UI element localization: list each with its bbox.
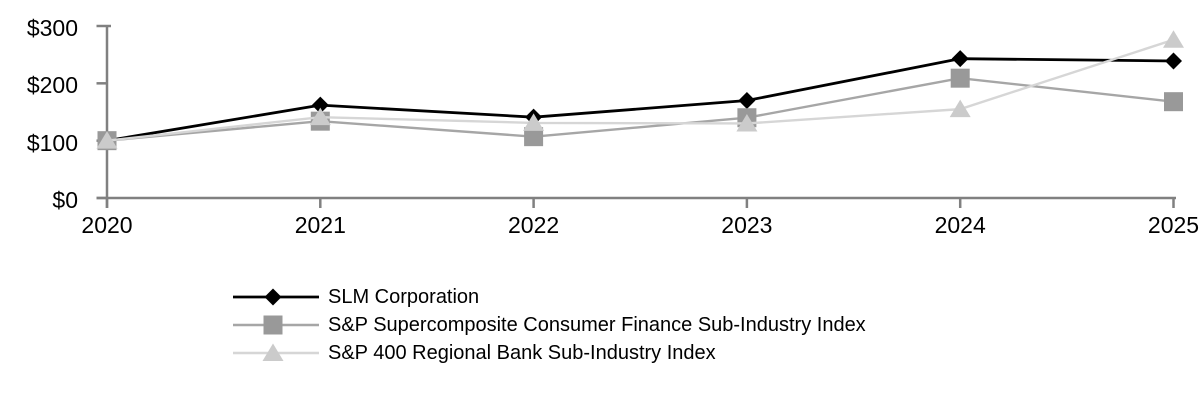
- legend-item-slm-corporation: SLM Corporation: [233, 283, 866, 311]
- data-point-triangle-icon: [523, 113, 545, 131]
- data-point-square-icon: [263, 315, 283, 335]
- data-point-diamond-icon: [951, 50, 969, 68]
- data-point-diamond-icon: [1165, 52, 1182, 70]
- y-axis-tick-label: $100: [26, 129, 78, 156]
- x-axis-tick-label: 2022: [508, 212, 560, 238]
- legend-triangle-marker-icon: [233, 343, 319, 361]
- legend-label: SLM Corporation: [328, 286, 480, 308]
- x-axis-tick-label: 2021: [294, 212, 346, 238]
- x-axis-tick-label: 2024: [934, 212, 986, 238]
- chart-legend: SLM Corporation S&P Supercomposite Consu…: [233, 283, 866, 367]
- y-axis-tick-label: $300: [26, 15, 78, 41]
- data-point-square-icon: [950, 68, 970, 88]
- legend-label: S&P Supercomposite Consumer Finance Sub-…: [328, 314, 866, 336]
- data-point-diamond-icon: [738, 92, 756, 110]
- legend-label: S&P 400 Regional Bank Sub-Industry Index: [328, 342, 716, 364]
- series-triangle: [96, 30, 1184, 149]
- data-point-diamond-icon: [311, 96, 329, 114]
- data-point-triangle-icon: [1163, 30, 1184, 48]
- y-axis-tick-label: $200: [26, 72, 78, 99]
- data-point-square-icon: [524, 127, 544, 147]
- data-point-diamond-icon: [264, 288, 282, 306]
- legend-item-sp-consumer-finance-index: S&P Supercomposite Consumer Finance Sub-…: [233, 311, 866, 339]
- legend-item-sp-400-regional-bank-index: S&P 400 Regional Bank Sub-Industry Index: [233, 339, 866, 367]
- x-axis-tick-label: 2025: [1147, 212, 1200, 238]
- x-axis-tick-label: 2023: [721, 212, 773, 238]
- data-point-triangle-icon: [309, 107, 331, 126]
- data-point-triangle-icon: [949, 99, 971, 118]
- series-line: [106, 38, 1174, 142]
- data-point-triangle-icon: [262, 343, 284, 361]
- data-point-square-icon: [1164, 92, 1183, 112]
- series-line: [106, 57, 1174, 143]
- y-axis-tick-label: $0: [52, 187, 78, 213]
- data-point-triangle-icon: [96, 131, 118, 149]
- series-diamond: [98, 50, 1182, 150]
- data-point-triangle-icon: [736, 113, 758, 132]
- series-line: [106, 76, 1174, 142]
- legend-diamond-marker-icon: [233, 288, 319, 306]
- legend-square-marker-icon: [233, 315, 319, 335]
- x-axis-tick-label: 2020: [81, 212, 133, 238]
